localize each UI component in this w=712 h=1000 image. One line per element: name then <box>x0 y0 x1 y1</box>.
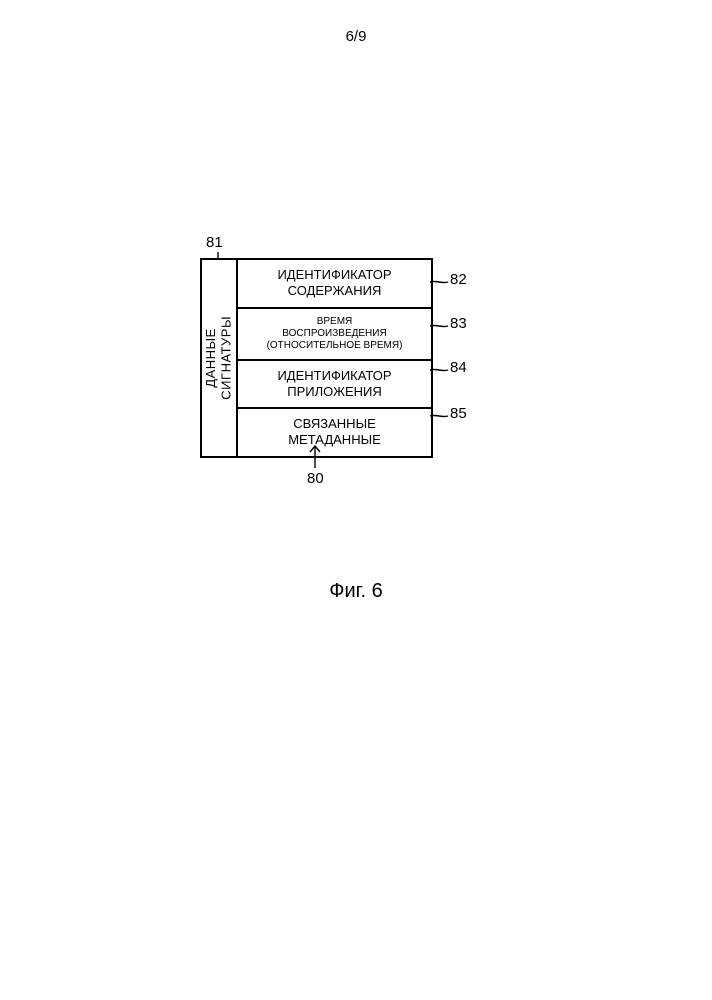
lead-83 <box>430 322 450 330</box>
lead-85 <box>430 412 450 420</box>
structure-box: ДАННЫЕСИГНАТУРЫ ИДЕНТИФИКАТОРСОДЕРЖАНИЯВ… <box>200 258 433 458</box>
ref-85: 85 <box>450 405 467 422</box>
ref-80: 80 <box>307 470 324 487</box>
ref-83: 83 <box>450 315 467 332</box>
ref-84: 84 <box>450 359 467 376</box>
side-label: ДАННЫЕСИГНАТУРЫ <box>203 316 234 400</box>
row-1: ВРЕМЯВОСПРОИЗВЕДЕНИЯ(ОТНОСИТЕЛЬНОЕ ВРЕМЯ… <box>238 309 431 361</box>
ref-81: 81 <box>206 234 223 251</box>
row-0: ИДЕНТИФИКАТОРСОДЕРЖАНИЯ <box>238 260 431 309</box>
diagram: 81 ДАННЫЕСИГНАТУРЫ ИДЕНТИФИКАТОРСОДЕРЖАН… <box>200 258 433 458</box>
ref-82: 82 <box>450 271 467 288</box>
row-3: СВЯЗАННЫЕМЕТАДАННЫЕ <box>238 409 431 456</box>
lead-84 <box>430 366 450 374</box>
row-2: ИДЕНТИФИКАТОРПРИЛОЖЕНИЯ <box>238 361 431 410</box>
rows-column: ИДЕНТИФИКАТОРСОДЕРЖАНИЯВРЕМЯВОСПРОИЗВЕДЕ… <box>238 260 431 456</box>
row-text: ИДЕНТИФИКАТОР <box>277 267 391 283</box>
figure-caption: Фиг. 6 <box>0 580 712 603</box>
row-text: ИДЕНТИФИКАТОР <box>277 368 391 384</box>
row-text: ПРИЛОЖЕНИЯ <box>287 384 382 400</box>
lead-81 <box>212 252 224 262</box>
side-column: ДАННЫЕСИГНАТУРЫ <box>202 260 238 456</box>
lead-80 <box>308 442 322 470</box>
row-text: ВРЕМЯ <box>317 316 353 328</box>
row-text: СОДЕРЖАНИЯ <box>288 283 382 299</box>
page-number: 6/9 <box>0 28 712 45</box>
row-text: ВОСПРОИЗВЕДЕНИЯ <box>282 328 386 340</box>
lead-82 <box>430 278 450 286</box>
row-text: МЕТАДАННЫЕ <box>288 432 381 448</box>
row-text: (ОТНОСИТЕЛЬНОЕ ВРЕМЯ) <box>267 340 403 352</box>
row-text: СВЯЗАННЫЕ <box>293 416 376 432</box>
